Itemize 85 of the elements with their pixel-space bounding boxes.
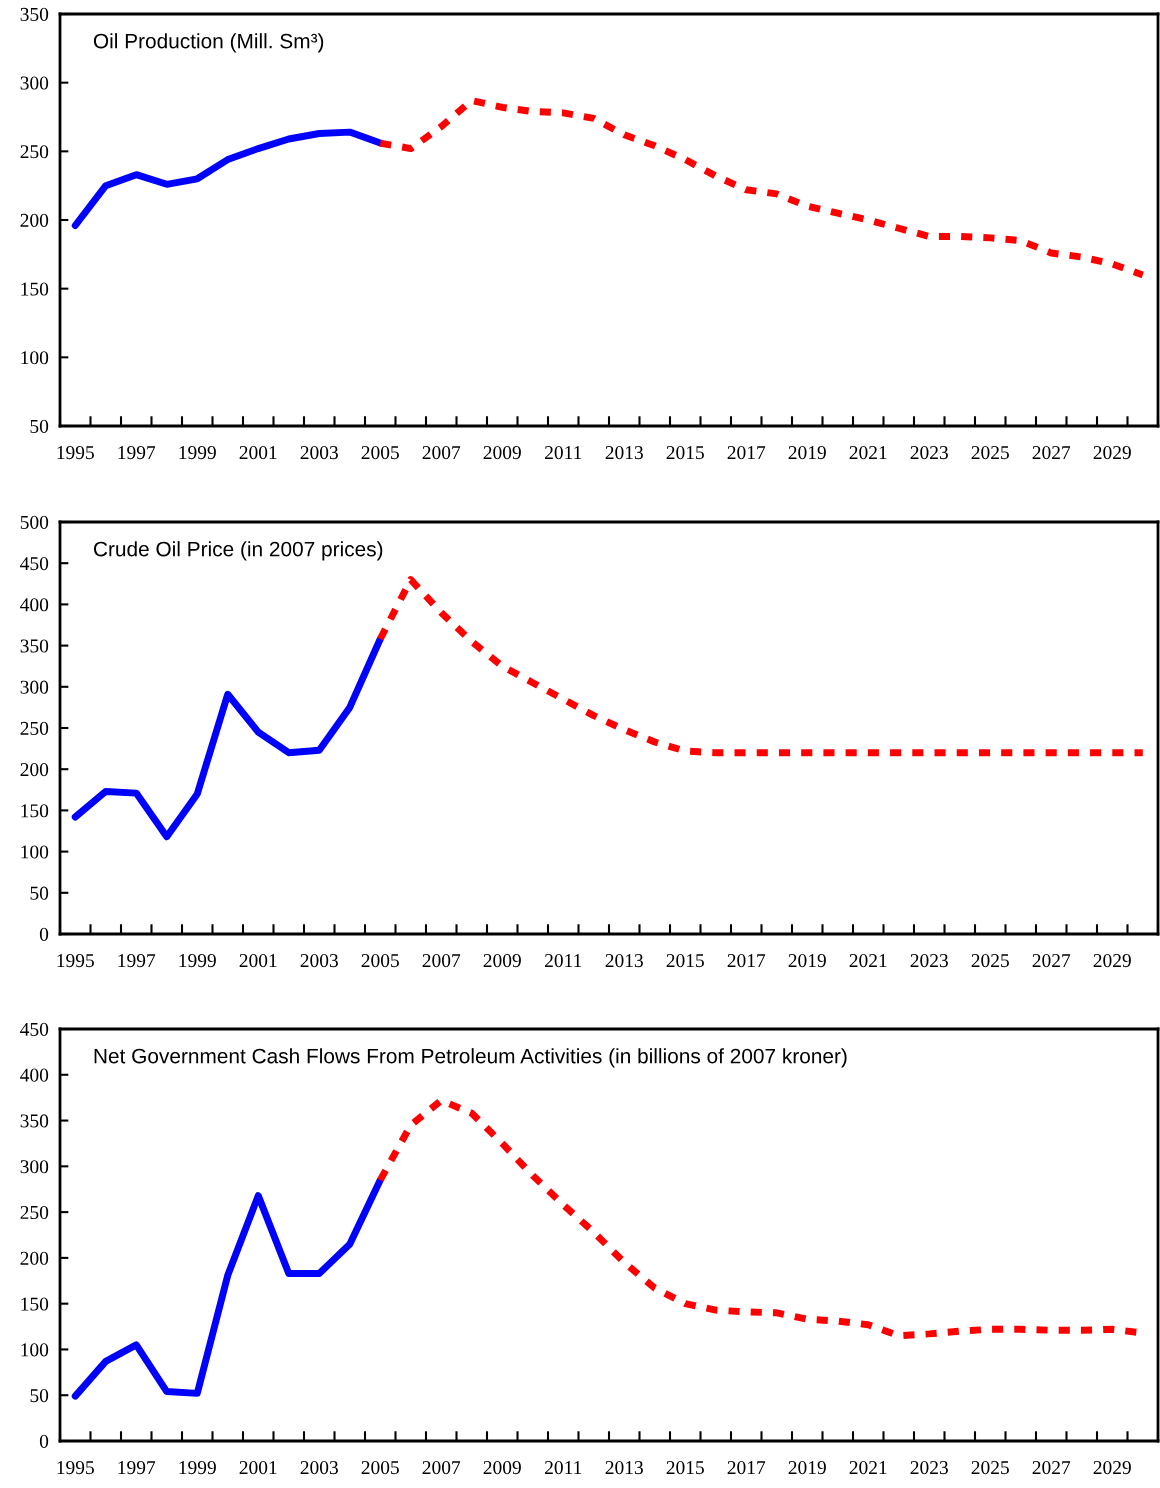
x-tick-label: 2005 (361, 954, 399, 968)
x-tick-label: 2011 (545, 446, 582, 460)
y-tick-label: 250 (20, 145, 49, 159)
x-tick-label: 2025 (971, 1461, 1009, 1475)
x-tick-label: 2005 (361, 446, 399, 460)
y-tick-label: 200 (20, 1251, 49, 1265)
y-tick-label: 350 (20, 1114, 49, 1128)
y-tick-label: 350 (20, 639, 49, 653)
y-tick-label: 0 (39, 927, 49, 941)
y-tick-label: 200 (20, 213, 49, 227)
x-tick-label: 2021 (849, 954, 887, 968)
x-tick-label: 1997 (118, 954, 156, 968)
y-tick-label: 500 (20, 515, 49, 529)
x-tick-label: 2011 (545, 1461, 582, 1475)
x-tick-label: 2017 (727, 446, 766, 460)
x-tick-label: 2003 (300, 1461, 338, 1475)
x-tick-label: 2029 (1093, 1461, 1131, 1475)
x-tick-label: 2013 (605, 954, 643, 968)
x-tick-label: 2015 (666, 954, 704, 968)
x-tick-label: 1999 (179, 954, 216, 968)
y-tick-label: 300 (20, 1160, 49, 1174)
x-tick-label: 1997 (118, 446, 156, 460)
x-tick-label: 2023 (910, 1461, 948, 1475)
x-tick-label: 2025 (971, 446, 1009, 460)
x-tick-label: 2019 (788, 446, 826, 460)
x-tick-label: 1999 (179, 446, 216, 460)
y-tick-label: 450 (20, 1022, 49, 1036)
y-tick-label: 250 (20, 721, 49, 735)
y-tick-label: 350 (20, 7, 49, 21)
y-tick-label: 150 (21, 282, 49, 296)
x-tick-label: 2025 (971, 954, 1009, 968)
x-tick-label: 2023 (910, 954, 948, 968)
y-tick-label: 50 (30, 886, 49, 900)
x-tick-label: 2021 (849, 446, 887, 460)
x-tick-label: 2015 (666, 1461, 704, 1475)
x-tick-label: 2027 (1032, 954, 1071, 968)
y-tick-label: 300 (20, 680, 49, 694)
x-tick-label: 2009 (483, 446, 521, 460)
x-tick-label: 2013 (605, 446, 643, 460)
y-tick-label: 150 (21, 804, 49, 818)
y-tick-label: 100 (21, 1343, 49, 1357)
x-tick-label: 1995 (57, 1461, 94, 1475)
x-tick-label: 2029 (1093, 446, 1131, 460)
x-tick-label: 1999 (179, 1461, 216, 1475)
x-tick-label: 2023 (910, 446, 948, 460)
y-tick-label: 250 (20, 1205, 49, 1220)
text: Crude Oil Price (in 2007 prices) (94, 541, 383, 561)
x-tick-label: 2019 (788, 954, 826, 968)
x-tick-label: 2027 (1032, 1461, 1071, 1475)
x-tick-label: 2017 (727, 954, 766, 968)
x-tick-label: 2003 (300, 954, 338, 968)
y-tick-label: 450 (20, 557, 49, 571)
x-tick-label: 2007 (422, 446, 461, 460)
y-tick-label: 150 (21, 1297, 49, 1311)
x-tick-label: 2001 (239, 954, 277, 968)
x-tick-label: 2009 (483, 1461, 521, 1475)
x-tick-label: 2001 (239, 446, 277, 460)
y-tick-label: 200 (20, 763, 49, 777)
y-tick-label: 50 (30, 1389, 49, 1403)
x-tick-label: 2011 (545, 954, 582, 968)
text: Oil Production (Mill. Sm³) (93, 33, 324, 53)
x-tick-label: 2001 (239, 1461, 277, 1475)
y-tick-label: 100 (21, 845, 49, 859)
y-tick-label: 300 (20, 76, 49, 90)
x-tick-label: 2007 (422, 954, 461, 968)
x-tick-label: 2009 (483, 954, 521, 968)
x-tick-label: 2017 (727, 1461, 766, 1475)
x-tick-label: 2021 (849, 1461, 887, 1475)
x-tick-label: 1995 (57, 446, 94, 460)
y-tick-label: 0 (39, 1434, 49, 1448)
text: Net Government Cash Flows From Petroleum Activities (in billions of 2007 kroner) (94, 1048, 847, 1068)
x-tick-label: 1997 (118, 1461, 156, 1475)
x-tick-label: 1995 (57, 954, 94, 968)
y-tick-label: 50 (30, 419, 49, 433)
x-tick-label: 2013 (605, 1461, 643, 1475)
x-tick-label: 2003 (300, 446, 338, 460)
x-tick-label: 2007 (422, 1461, 461, 1475)
x-tick-label: 2005 (361, 1461, 399, 1475)
x-tick-label: 2019 (788, 1461, 826, 1475)
x-tick-label: 2029 (1093, 954, 1131, 968)
y-tick-label: 400 (20, 598, 49, 612)
x-tick-label: 2015 (666, 446, 704, 460)
y-tick-label: 400 (20, 1068, 49, 1082)
y-tick-label: 100 (21, 351, 49, 365)
x-tick-label: 2027 (1032, 446, 1071, 460)
